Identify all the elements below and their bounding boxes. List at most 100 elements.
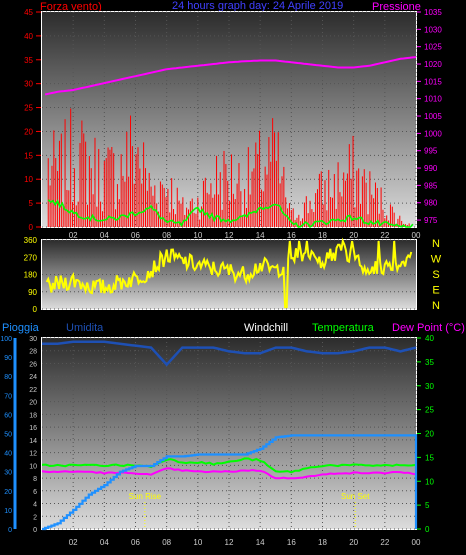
- temp-tick-label: 18: [29, 412, 37, 419]
- temp-tick-label: 26: [29, 361, 37, 368]
- wind-tick-label: 5: [29, 199, 34, 208]
- pressure-tick-label: 1000: [424, 129, 442, 138]
- wind-tick-label: 0: [29, 223, 34, 232]
- temp-tick-label: 12: [29, 451, 37, 458]
- weather-panel: [42, 338, 416, 529]
- direction-tick-label: 180: [24, 271, 38, 280]
- rain-tick-label: 60: [4, 412, 12, 419]
- rain-tick-label: 50: [4, 432, 12, 439]
- wind-tick-label: 10: [24, 175, 33, 184]
- pressure-tick-label: 1005: [424, 112, 442, 121]
- right-tick-label: 15: [425, 453, 434, 462]
- temp-tick-label: 8: [33, 476, 37, 483]
- rain-line: [42, 434, 418, 531]
- x-tick-label: 04: [100, 538, 109, 547]
- temp-tick-label: 4: [33, 502, 37, 509]
- rain-tick-label: 90: [4, 355, 12, 362]
- compass-label: N: [432, 238, 440, 250]
- wind-tick-label: 20: [24, 127, 33, 136]
- legend-temperature: Temperatura: [312, 322, 375, 334]
- temp-tick-label: 2: [33, 514, 37, 521]
- x-tick-label: 20: [349, 231, 358, 240]
- wind-plot: [44, 56, 417, 228]
- wind-axis-label: Forza vento): [40, 1, 102, 13]
- x-tick-label: 06: [131, 538, 140, 547]
- rain-tick-label: 0: [8, 527, 12, 534]
- rain-tick-label: 100: [0, 336, 12, 343]
- pressure-tick-label: 1010: [424, 95, 442, 104]
- wind-tick-label: 30: [24, 80, 33, 89]
- x-tick-label: 22: [380, 231, 389, 240]
- x-tick-label: 16: [287, 231, 296, 240]
- x-tick-label: 20: [349, 538, 358, 547]
- right-tick-label: 40: [425, 334, 434, 343]
- x-tick-label: 00: [412, 231, 421, 240]
- direction-tick-label: 0: [33, 305, 38, 314]
- x-tick-label: 16: [287, 538, 296, 547]
- direction-tick-label: 270: [24, 253, 38, 262]
- rain-tick-label: 20: [4, 489, 12, 496]
- compass-label: E: [432, 285, 439, 297]
- compass-label: W: [431, 254, 442, 266]
- dewpoint-line: [41, 467, 417, 480]
- x-tick-label: 02: [69, 231, 78, 240]
- legend-rain: Pioggia: [2, 322, 40, 334]
- direction-plot: [45, 237, 413, 309]
- rain-tick-label: 40: [4, 451, 12, 458]
- direction-tick-label: 90: [28, 288, 37, 297]
- temp-tick-label: 14: [29, 438, 37, 445]
- wind-tick-label: 40: [24, 32, 33, 41]
- x-tick-label: 10: [193, 231, 202, 240]
- temp-tick-label: 22: [29, 387, 37, 394]
- weather-x-axis: 02 04 06 08 10 12 14 16 18 20 22 00: [69, 538, 421, 547]
- weather-plot: Sun Rise Sun Set: [41, 340, 418, 531]
- x-tick-label: 02: [69, 538, 78, 547]
- wind-y-axis: 0 5 10 15 20 25 30 35 40 45: [24, 8, 41, 232]
- pressure-tick-label: 990: [424, 164, 438, 173]
- pressure-tick-label: 1025: [424, 43, 442, 52]
- rain-tick-label: 30: [4, 470, 12, 477]
- x-tick-label: 12: [225, 231, 234, 240]
- pressure-tick-label: 1020: [424, 60, 442, 69]
- x-tick-label: 18: [318, 538, 327, 547]
- x-tick-label: 08: [162, 231, 171, 240]
- x-tick-label: 04: [100, 231, 109, 240]
- right-tick-label: 25: [425, 406, 434, 415]
- right-tick-label: 30: [425, 382, 434, 391]
- temp-tick-label: 20: [29, 400, 37, 407]
- pressure-tick-label: 1015: [424, 77, 442, 86]
- right-tick-label: 35: [425, 358, 434, 367]
- right-tick-label: 10: [425, 477, 434, 486]
- humidity-line: [42, 340, 417, 367]
- x-tick-label: 08: [162, 538, 171, 547]
- x-tick-label: 14: [256, 538, 265, 547]
- pressure-y-axis: 975 980 985 990 995 1000 1005 1010 1015 1020 1025 1…: [417, 8, 442, 225]
- wind-x-axis: 02 04 06 08 10 12 14 16 18 20 22 00: [69, 231, 421, 240]
- direction-tick-label: 360: [24, 236, 38, 245]
- right-y-axis: 0 5 10 15 20 25 30 35 40: [417, 334, 434, 534]
- pressure-tick-label: 1030: [424, 25, 442, 34]
- compass-label: S: [432, 269, 439, 281]
- pressure-line: [44, 56, 417, 96]
- temp-tick-label: 28: [29, 349, 37, 356]
- legend-humidity: Umidita: [66, 322, 104, 334]
- temp-tick-label: 0: [33, 527, 37, 534]
- wind-tick-label: 45: [24, 8, 33, 17]
- gust-line: [47, 199, 414, 228]
- rain-tick-label: 70: [4, 393, 12, 400]
- sun-label: Sun Set: [341, 492, 370, 501]
- compass-label: N: [432, 300, 440, 312]
- temp-tick-label: 16: [29, 425, 37, 432]
- x-tick-label: 12: [225, 538, 234, 547]
- chart-title: 24 hours graph day: 24 Aprile 2019: [172, 0, 343, 12]
- rain-tick-label: 10: [4, 508, 12, 515]
- wind-tick-label: 35: [24, 56, 33, 65]
- right-tick-label: 0: [425, 525, 430, 534]
- wind-tick-label: 25: [24, 104, 33, 113]
- x-tick-label: 06: [131, 231, 140, 240]
- direction-line: [45, 237, 413, 309]
- pressure-tick-label: 985: [424, 181, 438, 190]
- rain-y-axis: 0 10 20 30 40 50 60 70 80 90 100: [0, 336, 17, 534]
- direction-y-axis: 0 90 180 270 360: [24, 236, 38, 314]
